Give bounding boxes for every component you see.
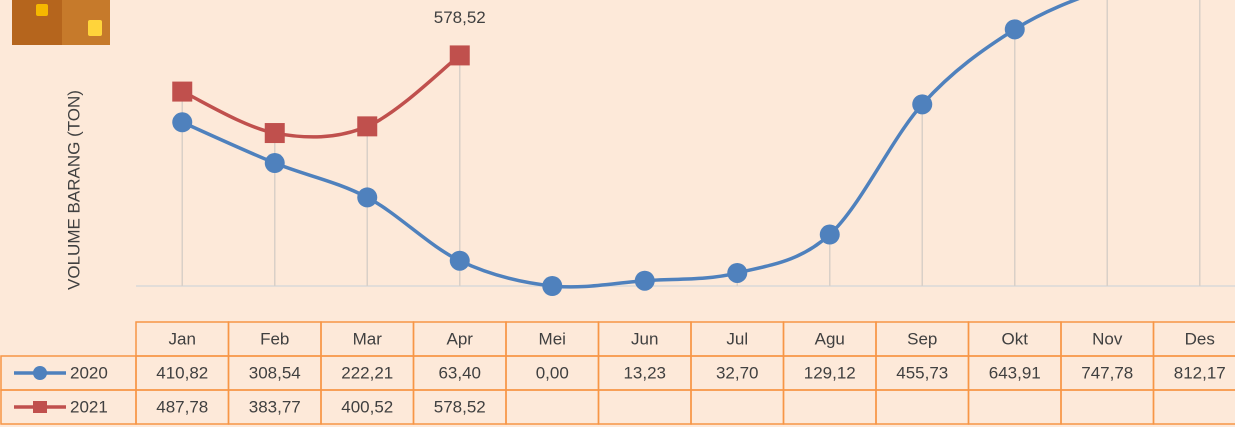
table-cell (1060, 389, 1155, 425)
data-label: 578,52 (434, 8, 486, 27)
category-label: Jan (169, 329, 196, 348)
table-value: 643,91 (989, 363, 1041, 382)
table-value: 455,73 (896, 363, 948, 382)
table-value: 812,17 (1174, 363, 1226, 382)
table-value: 747,78 (1081, 363, 1133, 382)
point (357, 116, 378, 137)
logo-icon (12, 0, 110, 45)
point (449, 250, 470, 271)
table-value: 410,82 (156, 363, 208, 382)
category-label: Feb (260, 329, 289, 348)
point (264, 123, 285, 144)
category-label: Mei (539, 329, 566, 348)
category-label: Nov (1092, 329, 1123, 348)
point (542, 276, 563, 296)
table-cell (690, 389, 785, 425)
table-value: 0,00 (536, 363, 569, 382)
point (912, 94, 933, 115)
table-cell (1152, 389, 1235, 425)
point (727, 262, 748, 283)
legend-marker (33, 366, 47, 380)
point (172, 112, 193, 133)
table-value: 308,54 (249, 363, 301, 382)
table-cell (597, 389, 692, 425)
table-value: 129,12 (804, 363, 856, 382)
category-label: Agu (815, 329, 845, 348)
table-value: 32,70 (716, 363, 759, 382)
legend-label: 2021 (70, 397, 108, 416)
table-cell (782, 389, 877, 425)
table-value: 222,21 (341, 363, 393, 382)
table-value: 487,78 (156, 397, 208, 416)
y-axis-label: VOLUME BARANG (TON) (64, 90, 83, 290)
category-label: Jun (631, 329, 658, 348)
table-value: 63,40 (438, 363, 481, 382)
category-label: Jul (726, 329, 748, 348)
point (1004, 19, 1025, 40)
point (634, 270, 655, 291)
table-value: 383,77 (249, 397, 301, 416)
category-label: Okt (1002, 329, 1029, 348)
table-value: 400,52 (341, 397, 393, 416)
legend-marker (33, 401, 47, 413)
table-cell (875, 389, 970, 425)
category-label: Des (1185, 329, 1215, 348)
category-label: Mar (353, 329, 383, 348)
series-line (181, 54, 461, 139)
point (172, 81, 193, 102)
series-line (181, 0, 1080, 289)
legend-label: 2020 (70, 363, 108, 382)
category-label: Apr (447, 329, 474, 348)
point (819, 224, 840, 245)
data-table: Jan Feb Mar Apr Mei Jun Jul Agu Sep Okt Nov Des 2020… (0, 321, 1235, 425)
point (449, 45, 470, 66)
table-value: 13,23 (623, 363, 666, 382)
table-cell (967, 389, 1062, 425)
point (264, 153, 285, 174)
table-cell (505, 389, 600, 425)
category-label: Sep (907, 329, 937, 348)
table-value: 578,52 (434, 397, 486, 416)
point (357, 187, 378, 208)
